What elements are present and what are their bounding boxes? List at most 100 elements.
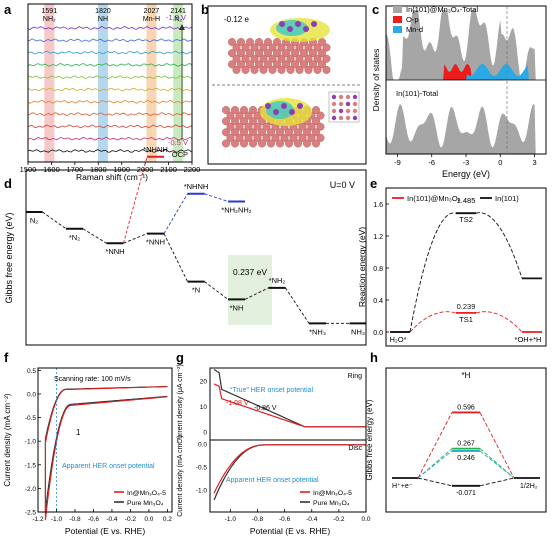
d-barrier-label: 0.237 eV [233, 267, 267, 277]
b-top-atom-3-0 [232, 54, 241, 63]
b-top-atom-5-4 [268, 65, 277, 74]
b-top-atom-4-5 [273, 60, 281, 69]
d-state-label-5: *NHNH [184, 182, 209, 191]
h-connector-in-2 [417, 450, 453, 479]
g-xtick-label-2: -0.6 [279, 516, 291, 523]
b-bottom-atom-5-3 [253, 133, 262, 142]
b-top-atom-0-3 [255, 38, 263, 46]
c-xtick-label-4: 3 [532, 158, 536, 167]
d-state-label-10: *NH₃ [309, 327, 326, 336]
g-xtick-label-5: 0.0 [361, 516, 370, 523]
b-bottom-atom-1-2 [244, 111, 253, 120]
b-bottom-atom-6-10 [312, 139, 320, 148]
b-top-atom-5-8 [304, 65, 313, 74]
f-xtick-label-0: -1.2 [32, 516, 44, 523]
g-value-black: -0.86 V [254, 405, 277, 412]
b-top-atom-1-1 [241, 43, 250, 52]
b-top-atom-2-0 [228, 49, 236, 58]
g-value-red: -1.08 V [226, 400, 249, 407]
c-xtick-label-3: 0 [498, 158, 502, 167]
b-bottom-atom-3-1 [235, 122, 244, 131]
b-inset-atom-0-2 [345, 94, 351, 100]
b-bottom-atom-4-6 [276, 128, 284, 137]
d-condition: U=0 V [330, 180, 355, 190]
b-bottom-atom-5-2 [244, 133, 253, 142]
a-band-1 [97, 4, 108, 162]
b-charge-transfer: -0.12 e [224, 15, 249, 24]
f-ytick-label-3: -1.0 [25, 439, 37, 446]
b-bottom-atom-2-2 [240, 117, 248, 126]
d-connector-4 [163, 193, 188, 234]
b-charge-depletion-bottom [266, 101, 294, 119]
b-bottom-atom-0-3 [249, 106, 257, 114]
e-y-axis-label: Reaction energy (eV) [357, 227, 367, 307]
d-connector-9 [285, 287, 310, 324]
a-label-bottom: -0.5 V [168, 138, 188, 147]
f-xtick-label-6: 0.0 [144, 516, 153, 523]
a-band-value-1: 1820 [95, 8, 111, 15]
b-top-atom-4-8 [300, 60, 308, 69]
h-level-value-3: -0.071 [456, 490, 476, 497]
e-legend-label-0: In(101)@Mn₃O₄ [407, 194, 461, 203]
c-legend-label-2: Mn-d [406, 25, 423, 34]
b-bottom-atom-6-3 [249, 139, 257, 148]
b-bottom-atom-3-8 [298, 122, 307, 131]
a-spectrum-3 [27, 62, 193, 67]
h-level-value-2: 0.246 [457, 455, 475, 462]
panel-f-cv: -1.2 -1.0 -0.8 -0.6 -0.4 -0.2 0.0 0.2 0.5 0.0 -0.5… [3, 367, 173, 536]
d-connector-7 [204, 281, 229, 300]
b-bottom-atom-4-1 [231, 128, 239, 137]
b-top-atom-0-5 [273, 38, 281, 46]
b-top-atom-5-7 [295, 65, 304, 74]
g-legend-label-0: In@Mn₃O₄-5 [313, 490, 352, 497]
e-ytick-label-2: 0.8 [373, 266, 383, 273]
b-top-atom-3-10 [322, 54, 331, 63]
a-x-axis-label: Raman shift (cm⁻¹) [76, 172, 148, 182]
b-bottom-atom-4-0 [222, 128, 230, 137]
b-top-atom-4-7 [291, 60, 299, 69]
b-top-atom-0-0 [228, 38, 236, 46]
b-bottom-atom-6-9 [303, 139, 311, 148]
b-top-atom-3-6 [286, 54, 295, 63]
a-spectrum-1 [27, 38, 193, 43]
b-top-atom-4-4 [264, 60, 272, 69]
b-bottom-atom-3-0 [226, 122, 235, 131]
b-bottom-atom-5-9 [307, 133, 316, 142]
h-connector-out-3 [479, 477, 515, 487]
panel-e-reaction: 1.485 TS2 0.239 TS1 H₂O* *OH+*H 0.0 0.4 0.8 1.2 1… [357, 187, 547, 347]
f-xtick-label-5: -0.2 [125, 516, 137, 523]
b-top-atom-1-5 [277, 43, 286, 52]
panel-letter-c: c [372, 2, 379, 17]
b-bottom-atom-3-4 [262, 122, 271, 131]
g-apparent-onset: Apparent HER onset potential [226, 477, 319, 484]
b-inset-atom-0-3 [352, 94, 358, 100]
b-inset-atom-3-3 [352, 115, 358, 121]
e-value-ts2: 1.485 [457, 196, 476, 205]
f-xtick-label-4: -0.4 [106, 516, 118, 523]
a-band-value-2: 2027 [144, 8, 160, 15]
g-ytick-top-1: 10 [200, 404, 208, 411]
c-mn-d-area [386, 64, 546, 80]
b-inset-atom-0-1 [338, 94, 344, 100]
panel-letter-a: a [4, 2, 12, 17]
f-arrow-label: 1 [76, 428, 81, 437]
panel-letter-g: g [176, 350, 184, 365]
panel-d-nrr: N₂ *N₂ *NNH *NNH *NHNH *NHNH *NH₂NH₂ *N *NH *NH₂ *… [4, 145, 367, 346]
e-ytick-label-1: 0.4 [373, 298, 383, 305]
b-top-atom-1-7 [295, 43, 304, 52]
b-mn-atom-top-4 [311, 21, 317, 27]
b-top-atom-2-5 [273, 49, 281, 58]
b-top-atom-5-10 [322, 65, 331, 74]
b-bottom-atom-4-9 [303, 128, 311, 137]
panel-letter-h: h [370, 350, 378, 365]
d-connector-8 [244, 287, 269, 300]
b-bottom-atom-4-4 [258, 128, 266, 137]
h-connector-in-0 [417, 412, 453, 479]
e-state-end: *OH+*H [515, 335, 542, 344]
h-y-axis-label: Gibbs free energy (eV) [365, 399, 374, 480]
c-lower-label: In(101)-Total [396, 89, 438, 98]
panel-b-structure: -0.12 e [207, 5, 367, 165]
e-connector-1-1 [475, 212, 523, 279]
b-mn-atom-bottom-2 [281, 103, 287, 109]
